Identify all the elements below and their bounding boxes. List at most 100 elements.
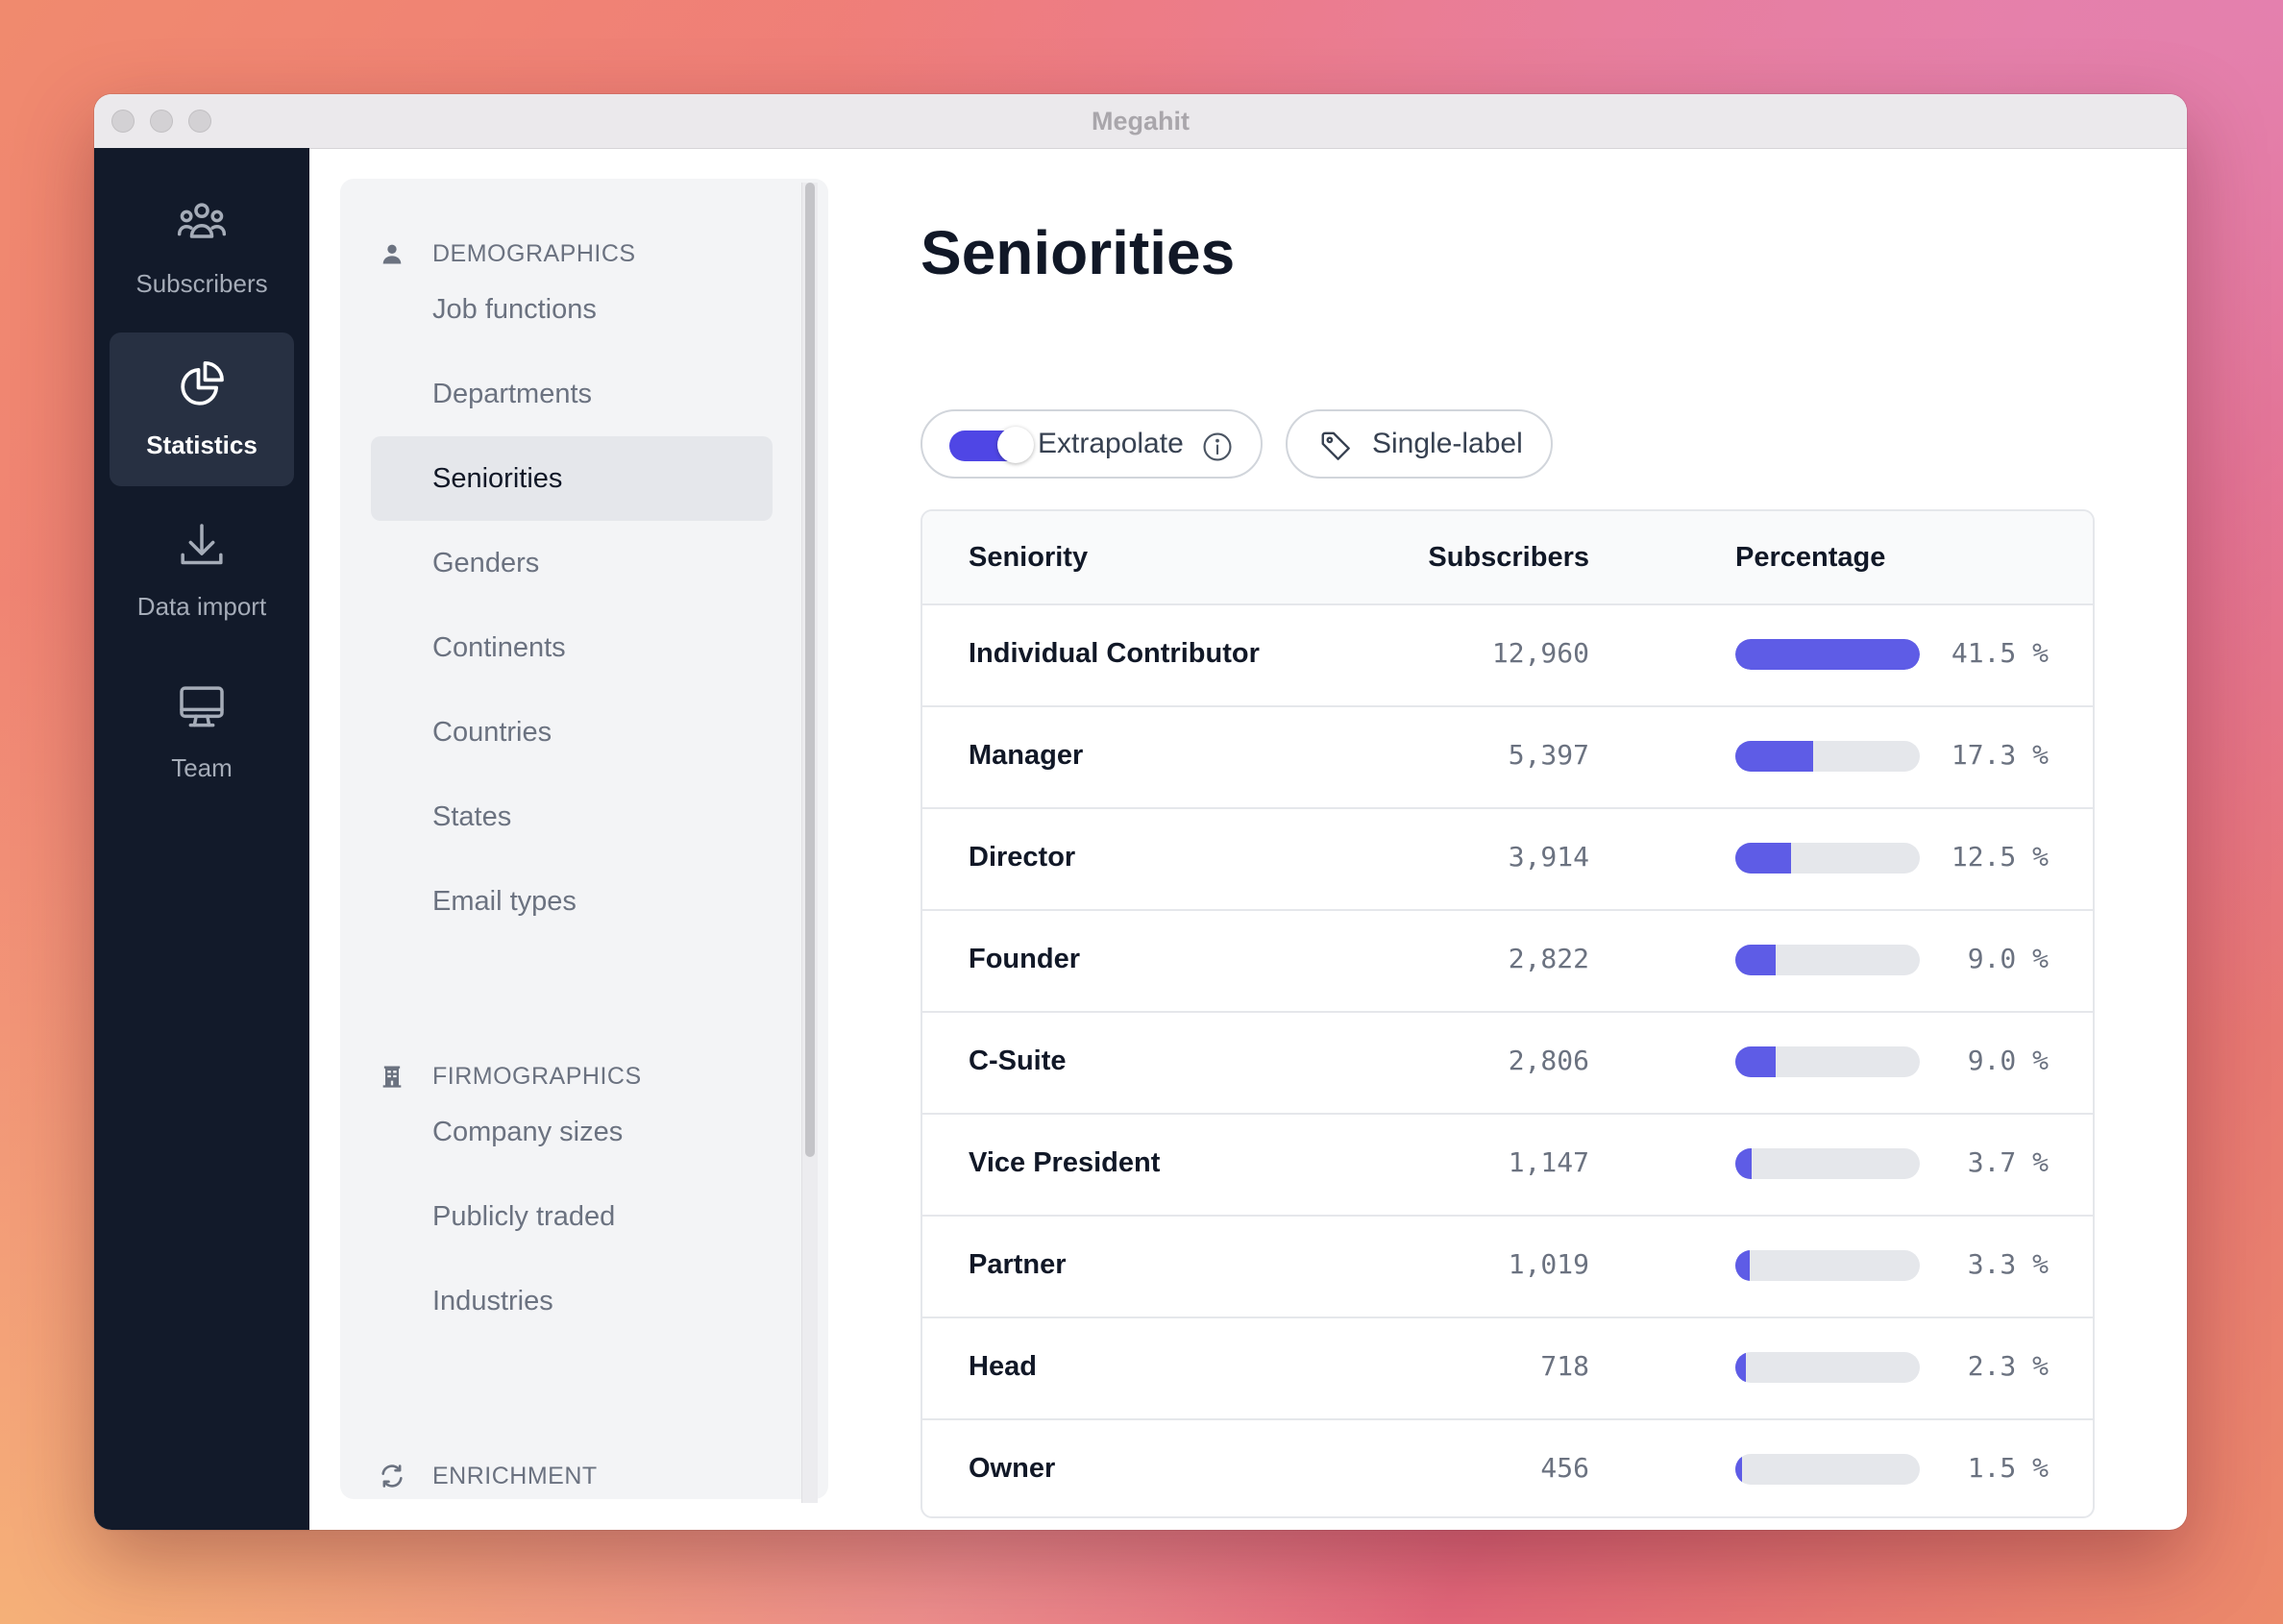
subnav-item-job-functions[interactable]: Job functions bbox=[432, 294, 597, 325]
app-rail: Subscribers Statistics Data import Tea bbox=[94, 148, 309, 1530]
subnav-item-genders[interactable]: Genders bbox=[432, 548, 540, 578]
rail-label-statistics: Statistics bbox=[146, 431, 258, 459]
subscriber-count: 456 bbox=[1540, 1452, 1589, 1484]
tag-icon bbox=[1321, 431, 1350, 460]
person-icon bbox=[382, 244, 402, 264]
header-seniority[interactable]: Seniority bbox=[969, 542, 1089, 573]
percentage-bar bbox=[1735, 1454, 1920, 1485]
subnav-item-seniorities[interactable]: Seniorities bbox=[371, 436, 773, 521]
title-bar: Megahit bbox=[94, 94, 2187, 149]
percentage-bar bbox=[1735, 843, 1920, 874]
table-row[interactable]: Vice President 1,147 3.7 % bbox=[922, 1113, 2093, 1217]
table-row[interactable]: Owner 456 1.5 % bbox=[922, 1418, 2093, 1516]
statistics-subnav: DEMOGRAPHICS Job functions Departments S… bbox=[340, 179, 828, 1499]
building-icon bbox=[382, 1066, 402, 1088]
percentage-bar bbox=[1735, 1250, 1920, 1281]
rail-item-statistics[interactable]: Statistics bbox=[110, 332, 294, 486]
percentage-bar-fill bbox=[1735, 1352, 1746, 1383]
pie-chart-icon bbox=[181, 360, 224, 406]
percentage-bar bbox=[1735, 639, 1920, 670]
subscriber-count: 2,806 bbox=[1508, 1045, 1589, 1076]
rail-item-data-import[interactable]: Data import bbox=[110, 494, 294, 648]
seniority-name: C-Suite bbox=[969, 1046, 1067, 1076]
percentage-value: 3.7 % bbox=[1951, 1146, 2049, 1178]
percentage-bar bbox=[1735, 1148, 1920, 1179]
subnav-item-countries[interactable]: Countries bbox=[432, 717, 552, 748]
table-row[interactable]: Founder 2,822 9.0 % bbox=[922, 909, 2093, 1013]
seniority-name: Individual Contributor bbox=[969, 638, 1260, 669]
subnav-scrollbar[interactable] bbox=[801, 183, 818, 1503]
rail-label-subscribers: Subscribers bbox=[135, 269, 268, 298]
subscriber-count: 5,397 bbox=[1508, 739, 1589, 771]
percentage-value: 17.3 % bbox=[1951, 739, 2049, 771]
subnav-item-industries[interactable]: Industries bbox=[432, 1286, 553, 1316]
extrapolate-label: Extrapolate bbox=[1038, 428, 1184, 459]
subscriber-count: 1,019 bbox=[1508, 1248, 1589, 1280]
subnav-item-company-sizes[interactable]: Company sizes bbox=[432, 1117, 624, 1147]
seniority-name: Vice President bbox=[969, 1147, 1161, 1178]
percentage-value: 3.3 % bbox=[1951, 1248, 2049, 1280]
percentage-bar-fill bbox=[1735, 1046, 1777, 1077]
subscriber-count: 2,822 bbox=[1508, 943, 1589, 974]
extrapolate-switch[interactable] bbox=[949, 427, 1034, 463]
minimize-window-button[interactable] bbox=[150, 110, 173, 133]
percentage-bar bbox=[1735, 1046, 1920, 1077]
rail-item-subscribers[interactable]: Subscribers bbox=[110, 171, 294, 325]
info-icon[interactable] bbox=[1201, 431, 1234, 463]
percentage-bar-fill bbox=[1735, 945, 1777, 975]
table-row[interactable]: Partner 1,019 3.3 % bbox=[922, 1215, 2093, 1318]
zoom-window-button[interactable] bbox=[188, 110, 211, 133]
monitor-icon bbox=[180, 686, 224, 727]
percentage-bar-fill bbox=[1735, 1454, 1742, 1485]
percentage-bar-fill bbox=[1735, 843, 1791, 874]
seniority-name: Partner bbox=[969, 1249, 1067, 1280]
main-content: Seniorities Extrapolate Single-label Sen… bbox=[921, 148, 2187, 1530]
percentage-bar bbox=[1735, 741, 1920, 772]
single-label-pill[interactable]: Single-label bbox=[1286, 409, 1553, 479]
percentage-bar bbox=[1735, 945, 1920, 975]
header-percentage[interactable]: Percentage bbox=[1735, 542, 1886, 573]
extrapolate-toggle-pill[interactable]: Extrapolate bbox=[921, 409, 1263, 479]
subscriber-count: 1,147 bbox=[1508, 1146, 1589, 1178]
subscriber-count: 12,960 bbox=[1491, 637, 1589, 669]
close-window-button[interactable] bbox=[111, 110, 135, 133]
seniority-name: Head bbox=[969, 1351, 1037, 1382]
seniority-name: Manager bbox=[969, 740, 1084, 771]
table-row[interactable]: Director 3,914 12.5 % bbox=[922, 807, 2093, 911]
table-row[interactable]: Manager 5,397 17.3 % bbox=[922, 705, 2093, 809]
subnav-scroll-thumb[interactable] bbox=[805, 183, 815, 1157]
percentage-bar-fill bbox=[1735, 1148, 1753, 1179]
single-label-text: Single-label bbox=[1372, 428, 1523, 459]
table-row[interactable]: C-Suite 2,806 9.0 % bbox=[922, 1011, 2093, 1115]
percentage-bar bbox=[1735, 1352, 1920, 1383]
table-row[interactable]: Head 718 2.3 % bbox=[922, 1316, 2093, 1420]
rail-label-team: Team bbox=[171, 753, 233, 782]
page-title: Seniorities bbox=[921, 218, 1236, 287]
subnav-item-states[interactable]: States bbox=[432, 801, 512, 832]
subnav-item-continents[interactable]: Continents bbox=[432, 632, 566, 663]
percentage-bar-fill bbox=[1735, 639, 1920, 670]
percentage-bar-fill bbox=[1735, 741, 1813, 772]
subnav-item-departments[interactable]: Departments bbox=[432, 379, 593, 409]
users-icon bbox=[177, 203, 227, 238]
header-subscribers[interactable]: Subscribers bbox=[1428, 542, 1589, 573]
subnav-item-publicly-traded[interactable]: Publicly traded bbox=[432, 1201, 616, 1232]
window-title: Megahit bbox=[1091, 107, 1190, 135]
subnav-item-email-types[interactable]: Email types bbox=[432, 886, 577, 917]
app-window: Megahit Subscribers Statistics bbox=[94, 94, 2187, 1530]
seniority-name: Director bbox=[969, 842, 1076, 873]
table-header: Seniority Subscribers Percentage bbox=[922, 511, 2093, 605]
percentage-value: 9.0 % bbox=[1951, 943, 2049, 974]
percentage-bar-fill bbox=[1735, 1250, 1751, 1281]
subscriber-count: 718 bbox=[1540, 1350, 1589, 1382]
subscriber-count: 3,914 bbox=[1508, 841, 1589, 873]
refresh-icon bbox=[381, 1464, 403, 1488]
percentage-value: 41.5 % bbox=[1951, 637, 2049, 669]
rail-label-data-import: Data import bbox=[136, 592, 267, 621]
seniorities-table: Seniority Subscribers Percentage Individ… bbox=[921, 509, 2095, 1518]
download-icon bbox=[181, 524, 223, 565]
seniority-name: Founder bbox=[969, 944, 1080, 974]
percentage-value: 12.5 % bbox=[1951, 841, 2049, 873]
rail-item-team[interactable]: Team bbox=[110, 655, 294, 809]
table-row[interactable]: Individual Contributor 12,960 41.5 % bbox=[922, 603, 2093, 707]
